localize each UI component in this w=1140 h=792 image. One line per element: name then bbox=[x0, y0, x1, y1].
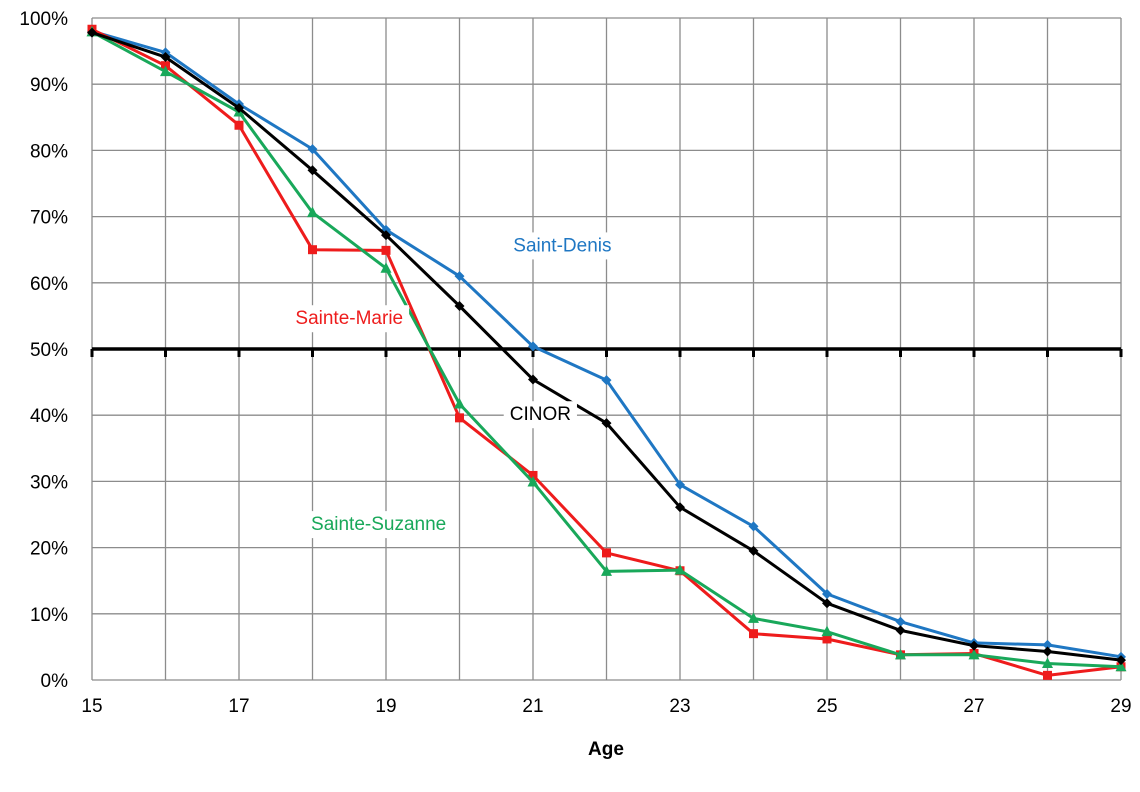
x-tick-label: 25 bbox=[816, 696, 837, 717]
data-point-cinor bbox=[307, 165, 318, 176]
data-point-cinor bbox=[601, 418, 612, 429]
data-point-sainte-marie bbox=[822, 634, 832, 644]
data-point-sainte-suzanne bbox=[380, 262, 392, 273]
data-point-sainte-marie bbox=[1043, 670, 1052, 680]
data-point-cinor bbox=[675, 502, 685, 513]
data-point-sainte-suzanne bbox=[821, 625, 833, 637]
x-tick-label: 15 bbox=[81, 696, 102, 717]
data-point-cinor bbox=[822, 598, 832, 609]
data-point-sainte-suzanne bbox=[674, 564, 686, 575]
series-label-bg-sainte-suzanne bbox=[305, 511, 453, 539]
x-tick-label: 21 bbox=[522, 696, 543, 717]
data-point-saint-denis bbox=[822, 588, 832, 599]
y-tick-label: 40% bbox=[30, 406, 68, 427]
data-point-cinor bbox=[748, 545, 759, 556]
series-cinor bbox=[87, 27, 1126, 666]
data-point-sainte-suzanne bbox=[968, 648, 980, 660]
y-tick-label: 60% bbox=[30, 274, 68, 295]
data-point-cinor bbox=[234, 103, 244, 114]
data-point-saint-denis bbox=[601, 375, 612, 386]
series-label-bg-sainte-marie bbox=[289, 305, 410, 333]
x-tick-label: 27 bbox=[963, 696, 984, 717]
y-tick-label: 100% bbox=[19, 9, 68, 30]
y-tick-label: 80% bbox=[30, 141, 68, 162]
data-point-sainte-suzanne bbox=[527, 476, 539, 487]
y-tick-label: 20% bbox=[30, 539, 68, 560]
y-axis-ticks: 0% 10% 20% 30% 40% 50% 60% 70% 80% 90% 100% bbox=[19, 9, 68, 692]
data-point-sainte-marie bbox=[455, 413, 464, 423]
data-point-saint-denis bbox=[307, 144, 318, 155]
y-tick-label: 30% bbox=[30, 472, 68, 493]
data-point-sainte-marie bbox=[234, 120, 244, 130]
data-point-cinor bbox=[895, 625, 906, 636]
data-point-sainte-suzanne bbox=[1042, 657, 1053, 668]
data-point-saint-denis bbox=[675, 479, 685, 490]
series-label-cinor: CINOR bbox=[510, 404, 571, 425]
y-tick-label: 90% bbox=[30, 75, 68, 96]
data-point-saint-denis bbox=[895, 616, 906, 627]
data-point-saint-denis bbox=[528, 341, 538, 352]
data-point-saint-denis bbox=[1042, 639, 1053, 650]
data-point-saint-denis bbox=[748, 521, 759, 532]
x-tick-label: 23 bbox=[669, 696, 690, 717]
x-tick-label: 29 bbox=[1110, 696, 1131, 717]
data-point-cinor bbox=[969, 640, 979, 651]
y-tick-label: 10% bbox=[30, 605, 68, 626]
data-point-sainte-suzanne bbox=[307, 206, 318, 218]
data-point-sainte-marie bbox=[308, 245, 317, 255]
series-label-bg-cinor bbox=[503, 401, 577, 429]
data-point-saint-denis bbox=[454, 271, 465, 282]
data-point-sainte-suzanne bbox=[601, 565, 612, 576]
reference-line bbox=[90, 347, 1123, 357]
data-point-sainte-marie bbox=[749, 629, 758, 639]
series-group bbox=[86, 24, 1127, 680]
x-tick-label: 17 bbox=[228, 696, 249, 717]
series-label-sainte-marie: Sainte-Marie bbox=[295, 308, 403, 329]
data-point-cinor bbox=[454, 300, 465, 311]
data-point-cinor bbox=[1116, 655, 1126, 666]
x-axis-ticks: 15 17 19 21 23 25 27 29 bbox=[81, 696, 1131, 717]
data-point-sainte-suzanne bbox=[748, 612, 759, 623]
x-tick-label: 19 bbox=[375, 696, 396, 717]
x-axis-title: Age bbox=[588, 739, 624, 760]
data-point-cinor bbox=[1042, 646, 1053, 657]
series-label-sainte-suzanne: Sainte-Suzanne bbox=[311, 514, 446, 535]
data-point-cinor bbox=[160, 52, 171, 63]
data-point-sainte-suzanne bbox=[454, 397, 465, 409]
data-point-sainte-suzanne bbox=[160, 65, 171, 77]
series-label-saint-denis: Saint-Denis bbox=[513, 235, 611, 256]
data-point-sainte-marie bbox=[381, 245, 391, 255]
data-point-sainte-marie bbox=[528, 470, 538, 480]
data-point-cinor bbox=[87, 27, 97, 38]
data-point-sainte-suzanne bbox=[895, 648, 906, 660]
y-tick-label: 50% bbox=[30, 340, 68, 361]
data-point-sainte-suzanne bbox=[1115, 660, 1127, 672]
data-point-sainte-marie bbox=[602, 548, 611, 558]
y-tick-label: 70% bbox=[30, 208, 68, 229]
data-point-cinor bbox=[381, 230, 391, 241]
series-labels: Saint-Denis Sainte-Marie Sainte-Suzanne CIN… bbox=[289, 232, 618, 539]
y-tick-label: 0% bbox=[41, 671, 69, 692]
series-label-bg-saint-denis bbox=[507, 232, 618, 260]
data-point-cinor bbox=[528, 374, 538, 385]
